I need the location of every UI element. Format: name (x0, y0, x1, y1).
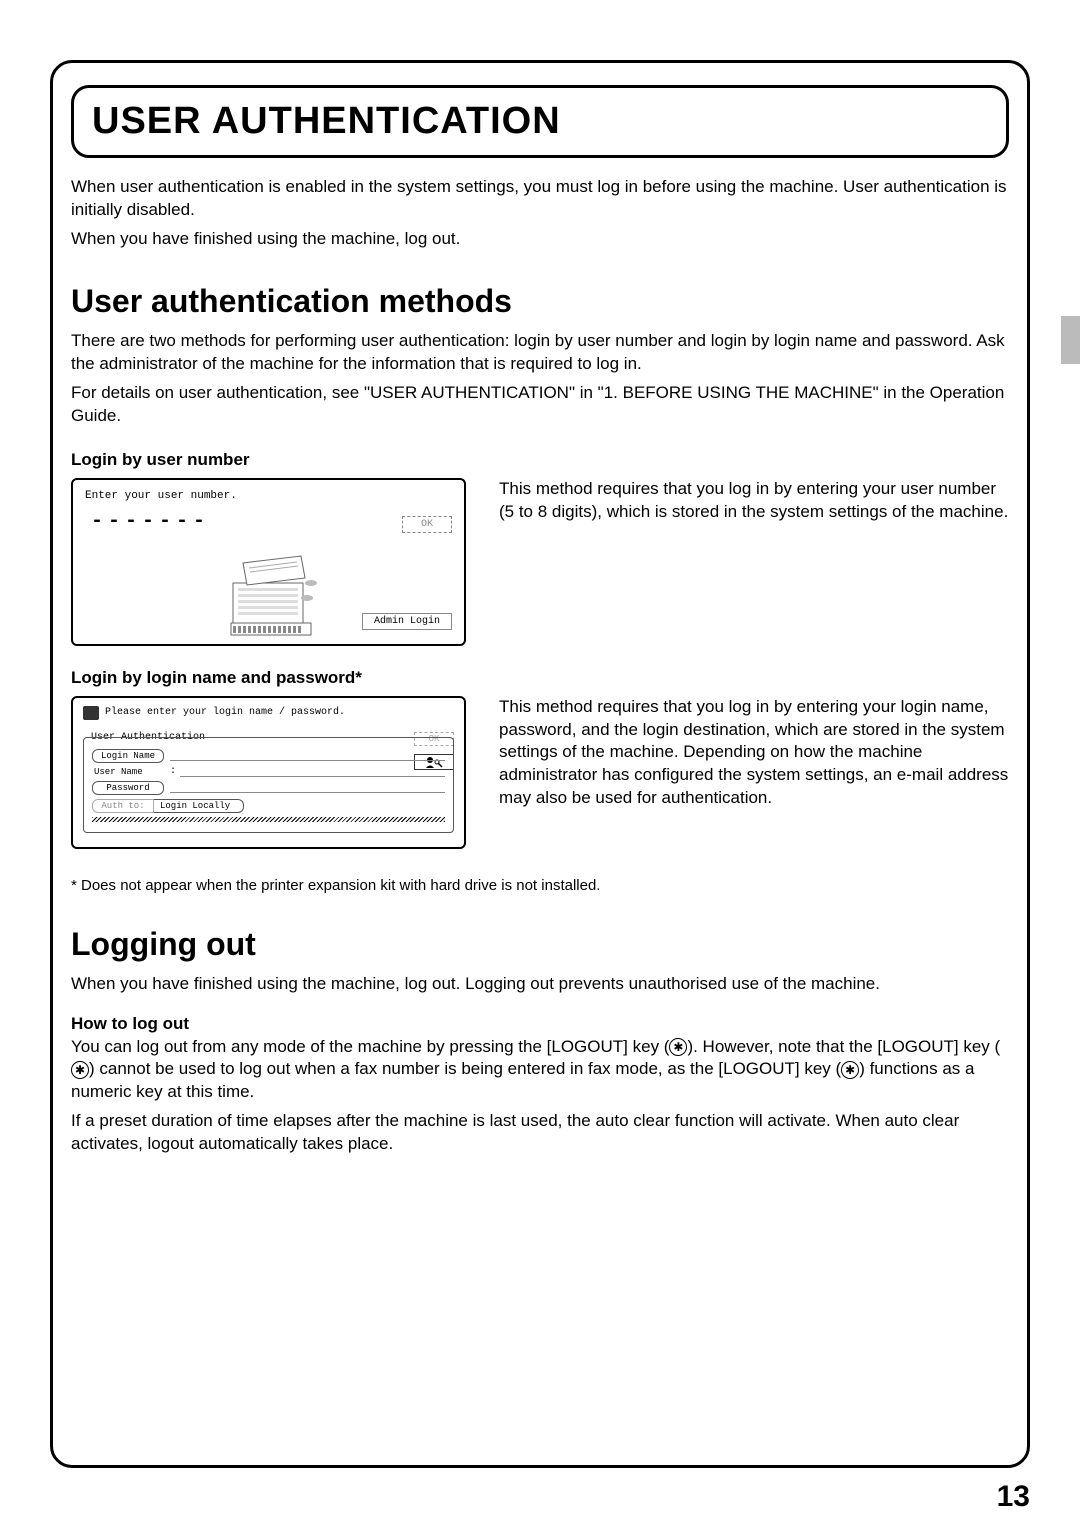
title-box: USER AUTHENTICATION (71, 85, 1009, 158)
printer-illustration (223, 538, 343, 638)
screen-login-password: Please enter your login name / password.… (71, 696, 466, 849)
screen2-row-user-name: User Name : (92, 766, 445, 778)
section-logout-p1: When you have finished using the machine… (71, 973, 1009, 996)
howto-p1: You can log out from any mode of the mac… (71, 1036, 1009, 1105)
screen2-fieldset: Login Name User Name : Password Auth to: (83, 737, 454, 833)
howto-label: How to log out (71, 1014, 1009, 1034)
screen2-row-login-name: Login Name (92, 749, 445, 763)
intro-paragraph-1: When user authentication is enabled in t… (71, 176, 1009, 222)
screen2-header: Please enter your login name / password. (83, 706, 454, 720)
section-methods-p2: For details on user authentication, see … (71, 382, 1009, 428)
auth-to-value[interactable]: Login Locally (154, 799, 244, 813)
howto-p1b: ). However, note that the [LOGOUT] key ( (687, 1037, 1000, 1056)
page-title: USER AUTHENTICATION (92, 100, 988, 143)
method1-desc: This method requires that you log in by … (499, 478, 1009, 524)
method2-row: Please enter your login name / password.… (71, 696, 1009, 849)
section-methods-p1: There are two methods for performing use… (71, 330, 1009, 376)
screen2-header-icon (83, 706, 99, 720)
screen1-input-dashes: ------- (91, 510, 452, 533)
section-logout-title: Logging out (71, 926, 1009, 963)
method2-desc: This method requires that you log in by … (499, 696, 1009, 811)
screen2-hatch (92, 817, 445, 822)
screen-user-number: Enter your user number. ------- OK Admin… (71, 478, 466, 646)
password-field[interactable] (170, 783, 445, 793)
login-name-field[interactable] (170, 751, 445, 761)
page-frame: USER AUTHENTICATION When user authentica… (50, 60, 1030, 1468)
logout-key-icon: ✱ (71, 1061, 89, 1079)
method2-label: Login by login name and password* (71, 668, 1009, 688)
user-name-field (180, 767, 445, 777)
page-tab (1061, 316, 1080, 364)
howto-p2: If a preset duration of time elapses aft… (71, 1110, 1009, 1156)
logout-key-icon: ✱ (841, 1061, 859, 1079)
screen2-row-password: Password (92, 781, 445, 795)
page-number: 13 (997, 1480, 1030, 1514)
screen1-ok-button[interactable]: OK (402, 516, 452, 533)
method1-screen: Enter your user number. ------- OK Admin… (71, 478, 471, 646)
howto-p1c: ) cannot be used to log out when a fax n… (89, 1059, 841, 1078)
user-name-label: User Name (92, 766, 164, 778)
method2-screen: Please enter your login name / password.… (71, 696, 471, 849)
method1-label: Login by user number (71, 450, 1009, 470)
colon: : (170, 766, 176, 777)
logout-key-icon: ✱ (669, 1038, 687, 1056)
password-label[interactable]: Password (92, 781, 164, 795)
intro-paragraph-2: When you have finished using the machine… (71, 228, 1009, 251)
howto-p1a: You can log out from any mode of the mac… (71, 1037, 669, 1056)
auth-to-label: Auth to: (92, 799, 154, 813)
screen1-prompt: Enter your user number. (85, 490, 452, 502)
screen2-row-auth: Auth to: Login Locally (92, 799, 445, 813)
screen1-admin-login-button[interactable]: Admin Login (362, 613, 452, 630)
method1-row: Enter your user number. ------- OK Admin… (71, 478, 1009, 646)
footnote: * Does not appear when the printer expan… (71, 877, 1009, 894)
section-methods-title: User authentication methods (71, 283, 1009, 320)
login-name-label[interactable]: Login Name (92, 749, 164, 763)
screen2-header-text: Please enter your login name / password. (105, 707, 345, 718)
